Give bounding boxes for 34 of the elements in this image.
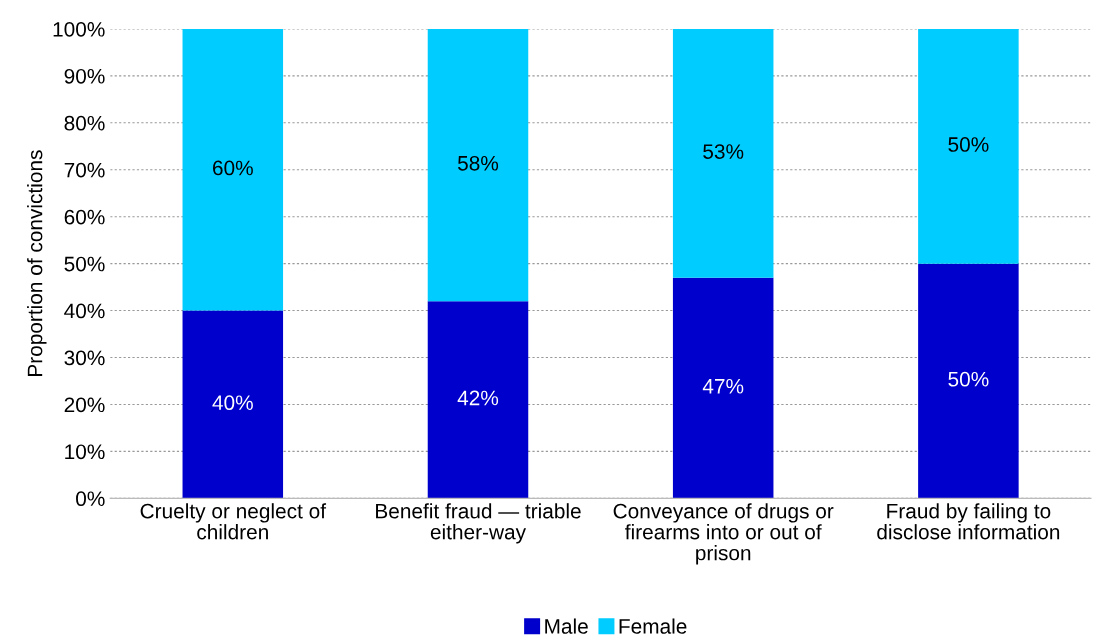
bar <box>182 28 284 311</box>
bar <box>918 28 1019 264</box>
x-tick-label: Fraud by failing to disclose information <box>877 503 1060 540</box>
data-label: 42% <box>457 390 499 406</box>
legend-label: Male <box>545 618 588 634</box>
x-tick-label: Conveyance of drugs or firearms into or out of prison <box>613 503 834 565</box>
y-tick-label: 70% <box>64 162 105 178</box>
x-tick-label: Benefit fraud — triable either-way <box>376 503 581 544</box>
data-label: 47% <box>702 378 744 394</box>
y-tick-label: 100% <box>53 21 105 37</box>
data-label: 50% <box>948 137 989 152</box>
data-label: 58% <box>457 155 499 171</box>
bar <box>427 28 529 302</box>
bar <box>182 310 284 499</box>
y-tick-label: 20% <box>64 397 105 413</box>
y-tick-label: 50% <box>64 256 105 272</box>
y-tick-label: 10% <box>65 444 105 460</box>
x-tick-label: Cruelty or neglect of children <box>140 503 327 540</box>
data-label: 40% <box>212 395 253 411</box>
data-label: 60% <box>213 160 253 176</box>
data-label: 53% <box>703 144 744 159</box>
bar <box>672 28 774 278</box>
y-tick-label: 80% <box>64 115 105 131</box>
y-tick-label: 60% <box>64 209 105 225</box>
bar <box>427 301 529 499</box>
y-tick-label: 0% <box>76 491 105 507</box>
bar <box>918 263 1019 499</box>
y-tick-label: 90% <box>64 68 105 84</box>
y-tick-label: 40% <box>64 303 105 319</box>
data-label: 50% <box>948 371 989 387</box>
bar <box>672 277 774 499</box>
y-axis-title: Proportion of convictions <box>27 150 47 376</box>
legend-label: Female <box>619 618 687 634</box>
y-tick-label: 30% <box>64 350 105 366</box>
